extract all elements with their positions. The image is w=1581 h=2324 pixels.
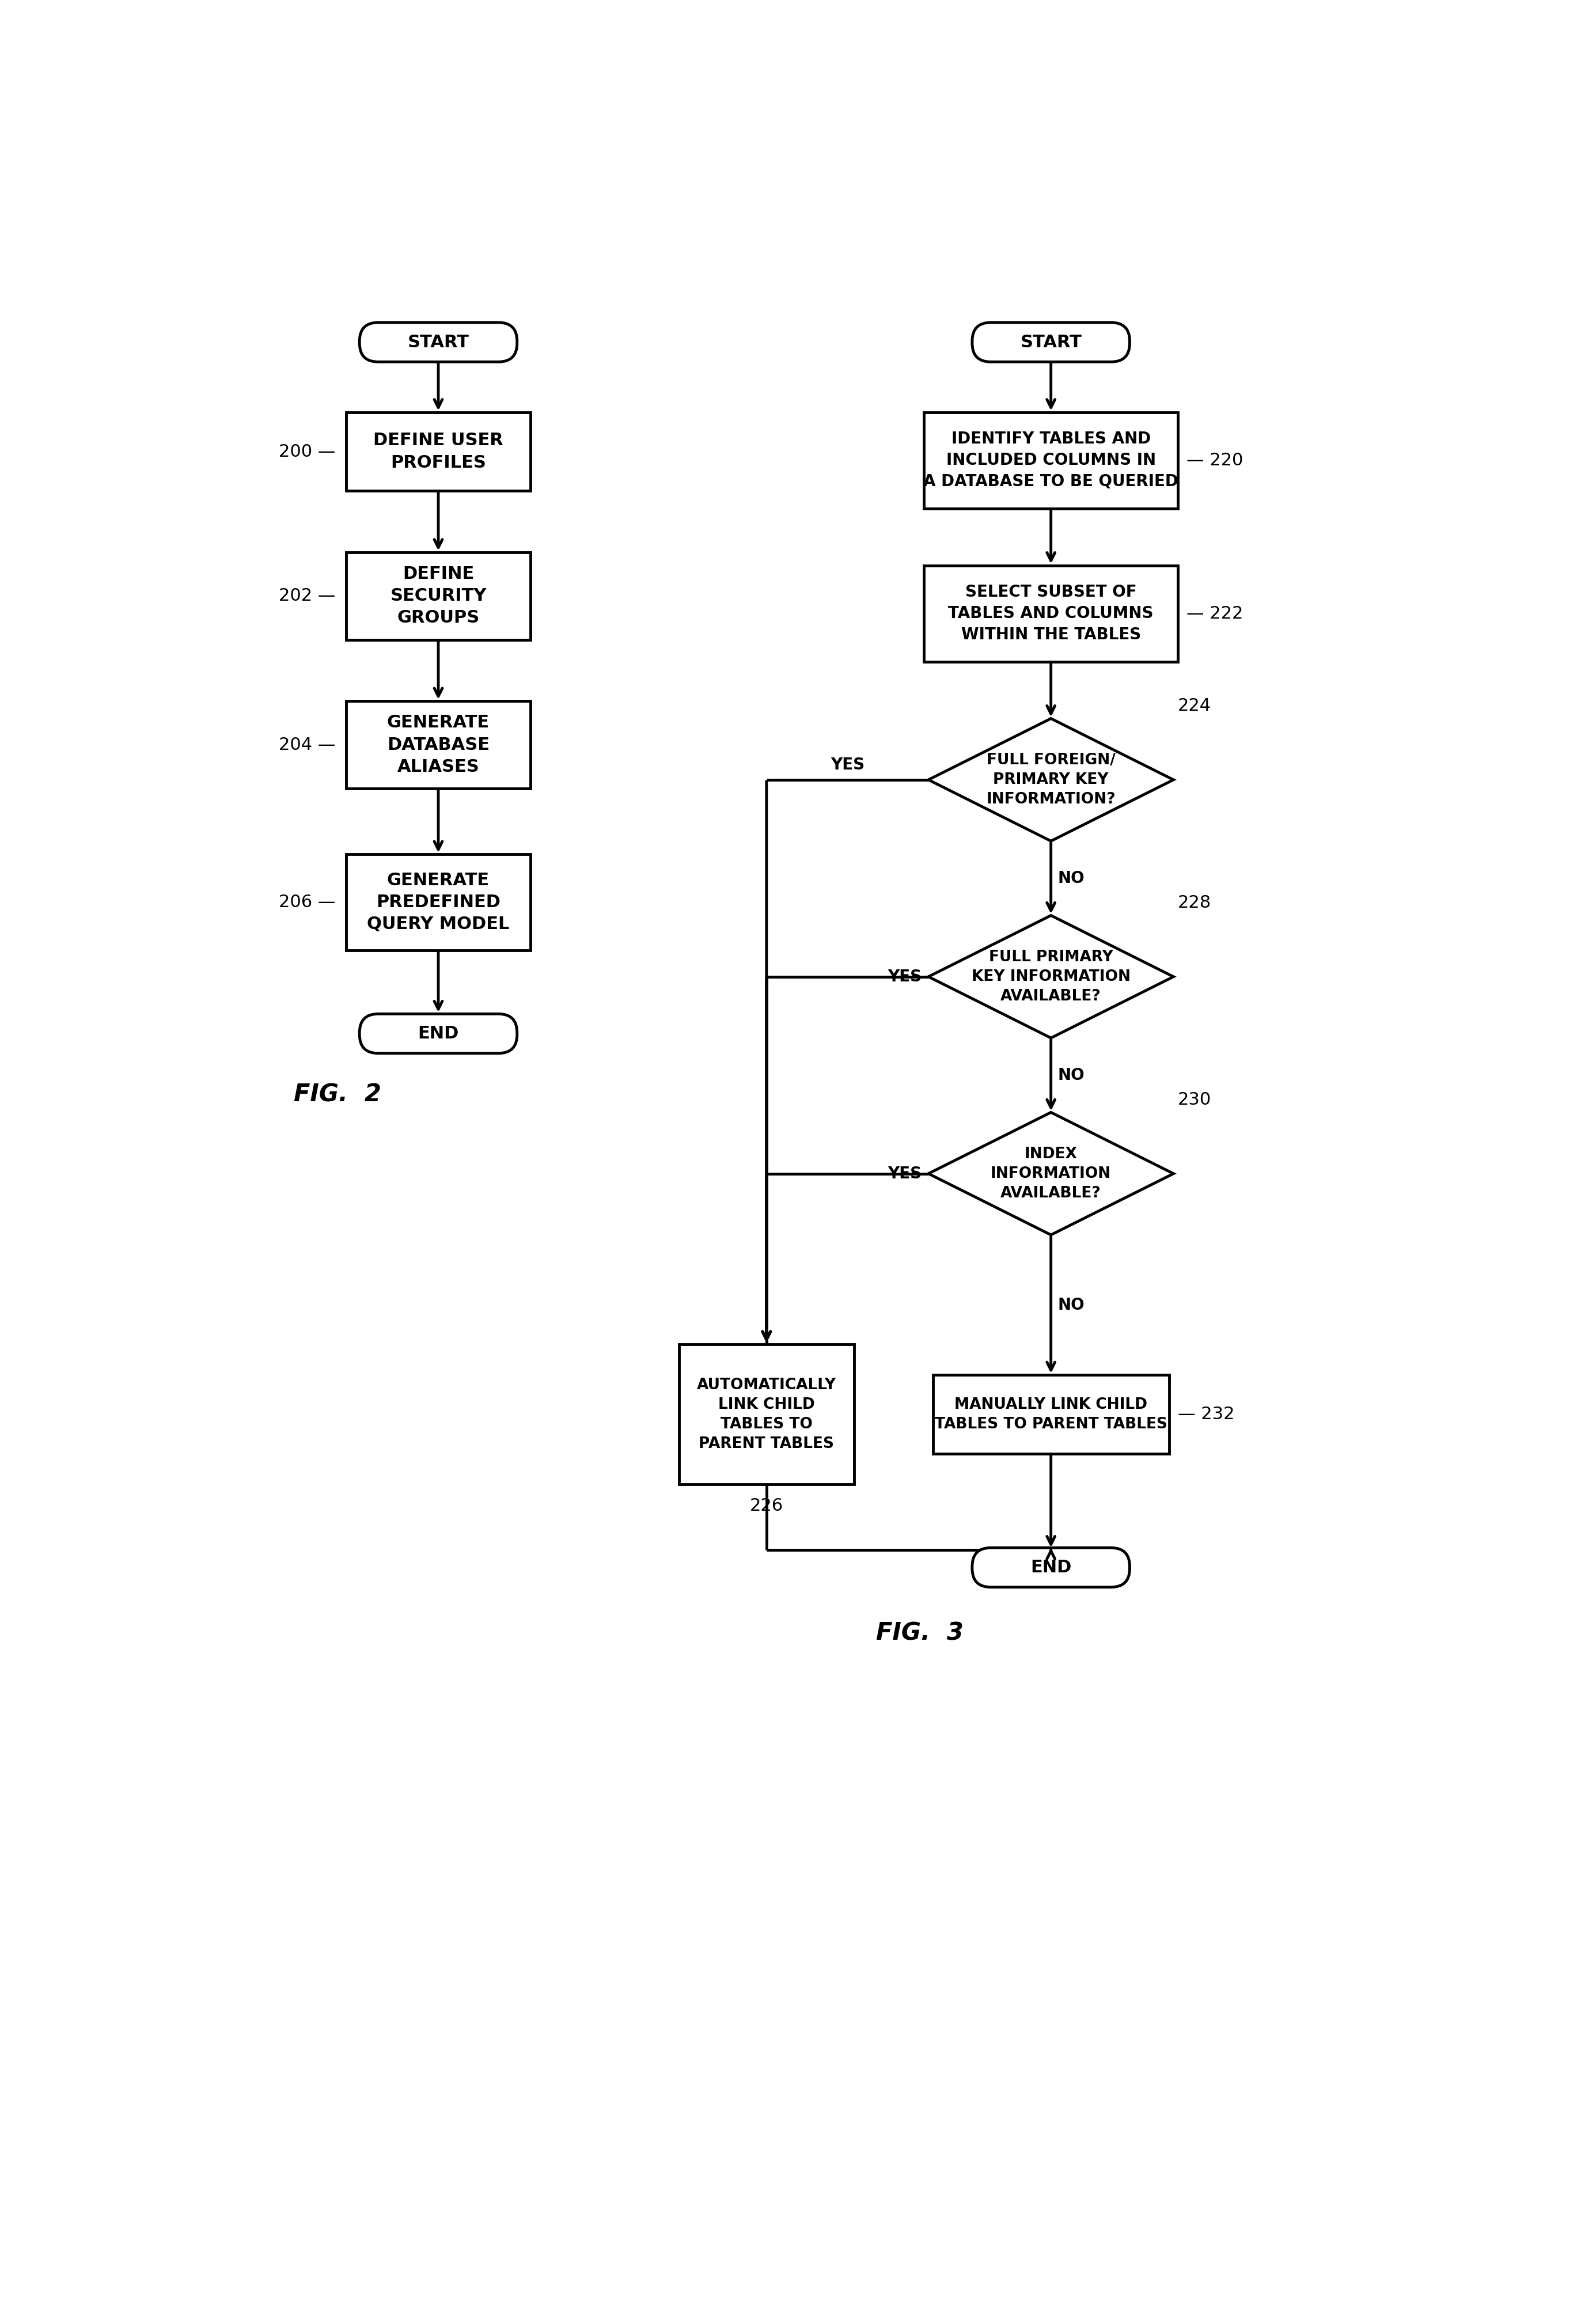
Bar: [346, 855, 530, 951]
Bar: [933, 1376, 1168, 1455]
Polygon shape: [928, 916, 1173, 1039]
Text: 224: 224: [1178, 697, 1211, 713]
Text: — 220: — 220: [1187, 451, 1243, 469]
Bar: [346, 411, 530, 490]
FancyBboxPatch shape: [359, 323, 517, 363]
Text: FIG.  2: FIG. 2: [294, 1083, 381, 1106]
Text: AUTOMATICALLY
LINK CHILD
TABLES TO
PARENT TABLES: AUTOMATICALLY LINK CHILD TABLES TO PAREN…: [697, 1378, 836, 1450]
Text: 200 —: 200 —: [278, 444, 335, 460]
FancyBboxPatch shape: [359, 1013, 517, 1053]
Bar: [678, 1343, 854, 1485]
Text: DEFINE USER
PROFILES: DEFINE USER PROFILES: [373, 432, 503, 472]
Text: YES: YES: [830, 758, 865, 774]
Polygon shape: [928, 1113, 1173, 1234]
Text: 202 —: 202 —: [278, 588, 335, 604]
Polygon shape: [928, 718, 1173, 841]
Text: YES: YES: [889, 969, 922, 985]
FancyBboxPatch shape: [972, 1548, 1130, 1587]
Text: SELECT SUBSET OF
TABLES AND COLUMNS
WITHIN THE TABLES: SELECT SUBSET OF TABLES AND COLUMNS WITH…: [949, 583, 1154, 644]
Text: 230: 230: [1178, 1092, 1211, 1109]
Text: 226: 226: [749, 1497, 783, 1515]
FancyBboxPatch shape: [972, 323, 1130, 363]
Text: INDEX
INFORMATION
AVAILABLE?: INDEX INFORMATION AVAILABLE?: [991, 1146, 1111, 1202]
Text: NO: NO: [1058, 869, 1085, 885]
Bar: [346, 702, 530, 788]
Text: DEFINE
SECURITY
GROUPS: DEFINE SECURITY GROUPS: [391, 565, 487, 627]
Text: FULL PRIMARY
KEY INFORMATION
AVAILABLE?: FULL PRIMARY KEY INFORMATION AVAILABLE?: [971, 951, 1130, 1004]
Text: FULL FOREIGN/
PRIMARY KEY
INFORMATION?: FULL FOREIGN/ PRIMARY KEY INFORMATION?: [987, 753, 1116, 806]
Bar: [923, 411, 1178, 509]
Text: YES: YES: [889, 1167, 922, 1181]
Text: START: START: [408, 335, 470, 351]
Bar: [923, 565, 1178, 662]
Text: 206 —: 206 —: [278, 895, 335, 911]
Text: NO: NO: [1058, 1067, 1085, 1083]
Text: END: END: [1031, 1559, 1072, 1576]
Text: GENERATE
DATABASE
ALIASES: GENERATE DATABASE ALIASES: [387, 713, 490, 776]
Text: FIG.  3: FIG. 3: [876, 1622, 963, 1645]
Text: END: END: [417, 1025, 458, 1041]
Text: NO: NO: [1058, 1297, 1085, 1313]
Text: START: START: [1020, 335, 1081, 351]
Text: IDENTIFY TABLES AND
INCLUDED COLUMNS IN
A DATABASE TO BE QUERIED: IDENTIFY TABLES AND INCLUDED COLUMNS IN …: [923, 430, 1178, 490]
Text: MANUALLY LINK CHILD
TABLES TO PARENT TABLES: MANUALLY LINK CHILD TABLES TO PARENT TAB…: [934, 1397, 1167, 1432]
Text: GENERATE
PREDEFINED
QUERY MODEL: GENERATE PREDEFINED QUERY MODEL: [367, 871, 509, 932]
Bar: [346, 553, 530, 639]
Text: 204 —: 204 —: [278, 737, 335, 753]
Text: 228: 228: [1178, 895, 1211, 911]
Text: — 232: — 232: [1178, 1406, 1235, 1422]
Text: — 222: — 222: [1187, 604, 1243, 623]
